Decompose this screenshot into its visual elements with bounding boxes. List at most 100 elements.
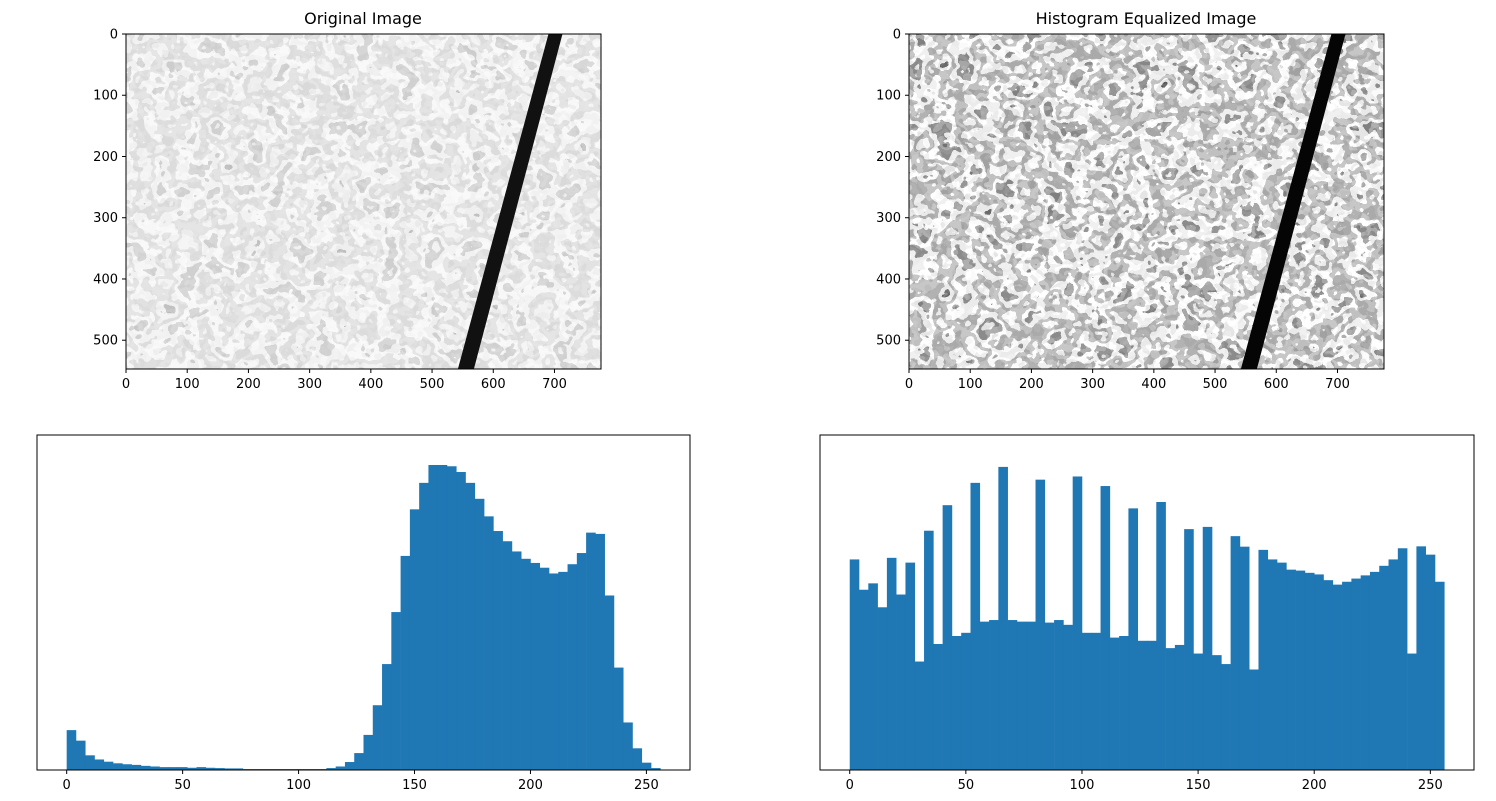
equalized-image-ytick-label: 300 bbox=[876, 211, 901, 226]
original-image-xtick-label: 500 bbox=[420, 377, 445, 392]
original-histogram-bar bbox=[530, 562, 541, 770]
equalized-histogram-xtick-label: 250 bbox=[1418, 778, 1443, 793]
equalized-histogram-bar bbox=[849, 559, 860, 770]
original-histogram-bar bbox=[400, 555, 411, 770]
original-image-xtick-label: 200 bbox=[236, 377, 261, 392]
equalized-image-ytick-label: 100 bbox=[876, 89, 901, 104]
equalized-histogram-bar bbox=[1072, 476, 1083, 770]
equalized-histogram-bar bbox=[998, 466, 1008, 770]
original-histogram-bar bbox=[372, 705, 383, 770]
original-histogram-bar bbox=[391, 612, 401, 770]
equalized-histogram-bar bbox=[1342, 581, 1352, 770]
equalized-histogram-bar bbox=[1026, 621, 1036, 770]
original-histogram-bar bbox=[437, 464, 448, 770]
original-histogram-bar bbox=[651, 768, 661, 770]
original-histogram-bar bbox=[511, 551, 522, 770]
equalized-histogram-bar bbox=[1119, 636, 1129, 770]
original-histogram-bar bbox=[409, 509, 420, 770]
original-image-xtick-label: 0 bbox=[122, 377, 130, 392]
equalized-image-frame bbox=[908, 33, 1385, 370]
original-histogram-bar bbox=[326, 768, 336, 770]
original-histogram-bar bbox=[75, 740, 86, 770]
equalized-histogram-bar bbox=[1397, 548, 1408, 770]
original-image-ytick-label: 300 bbox=[93, 211, 118, 226]
equalized-histogram-bar bbox=[1109, 637, 1120, 770]
original-histogram-xtick-label: 0 bbox=[63, 778, 71, 793]
original-histogram-bar bbox=[632, 748, 643, 770]
equalized-histogram-bar bbox=[1212, 655, 1222, 770]
equalized-image-xtick-label: 400 bbox=[1141, 377, 1166, 392]
original-histogram-bar bbox=[187, 767, 197, 770]
equalized-histogram-bar bbox=[1388, 559, 1399, 770]
original-image-texture bbox=[126, 34, 601, 369]
equalized-histogram-bar bbox=[1221, 664, 1231, 770]
equalized-image-plot: 0 100 200 300 400 500 600 700 0 100 200 300 400 500 bbox=[876, 28, 1385, 392]
original-histogram-bar bbox=[595, 533, 605, 770]
equalized-histogram-bar bbox=[1063, 624, 1073, 770]
equalized-image-xtick-label: 0 bbox=[905, 377, 913, 392]
equalized-histogram-bar bbox=[1369, 571, 1380, 770]
original-histogram-bar bbox=[94, 759, 105, 770]
original-histogram-xtick-label: 200 bbox=[518, 778, 543, 793]
original-image-xtick-label: 300 bbox=[297, 377, 322, 392]
equalized-image-ytick-label: 500 bbox=[876, 334, 901, 349]
original-histogram-bar bbox=[502, 541, 513, 770]
original-image-ytick-label: 0 bbox=[110, 28, 118, 43]
original-histogram-bar bbox=[122, 764, 132, 770]
equalized-histogram-bar bbox=[1016, 621, 1027, 770]
equalized-histogram-bar bbox=[1434, 581, 1445, 770]
original-histogram-bar bbox=[113, 763, 123, 770]
equalized-histogram-bar bbox=[868, 583, 878, 770]
equalized-image-stripe bbox=[1240, 34, 1346, 369]
original-histogram-bar bbox=[159, 767, 170, 770]
original-histogram-bar bbox=[177, 767, 188, 770]
equalized-histogram-bar bbox=[905, 562, 916, 770]
original-histogram-xtick-label: 50 bbox=[174, 778, 191, 793]
original-histogram-bar bbox=[344, 762, 355, 770]
equalized-histogram-bar bbox=[1407, 653, 1417, 770]
equalized-histogram-bar bbox=[1193, 653, 1204, 770]
original-image-frame bbox=[125, 33, 602, 370]
original-histogram-bar bbox=[150, 766, 160, 770]
equalized-histogram-bar bbox=[942, 505, 953, 770]
equalized-histogram-bar bbox=[886, 557, 897, 770]
equalized-histogram-frame bbox=[819, 434, 1475, 771]
equalized-image-texture bbox=[909, 34, 1384, 369]
original-image-pixels bbox=[126, 34, 601, 369]
equalized-histogram-bar bbox=[1156, 502, 1166, 770]
original-image-xtick-label: 700 bbox=[542, 377, 567, 392]
equalized-histogram-xtick-label: 150 bbox=[1186, 778, 1211, 793]
original-histogram-bar bbox=[465, 482, 476, 770]
original-histogram-bar bbox=[613, 667, 624, 770]
original-image-ytick-label: 100 bbox=[93, 89, 118, 104]
original-histogram-bar bbox=[66, 730, 77, 770]
original-histogram-xtick-label: 250 bbox=[634, 778, 659, 793]
original-histogram-bar bbox=[382, 664, 392, 770]
equalized-histogram-bar bbox=[1425, 554, 1436, 770]
equalized-histogram-bar bbox=[1137, 640, 1148, 770]
original-histogram-bar bbox=[419, 482, 429, 770]
equalized-histogram-xtick-label: 50 bbox=[958, 778, 975, 793]
equalized-histogram-bar bbox=[1304, 572, 1315, 770]
equalized-histogram-bar bbox=[1416, 546, 1426, 770]
equalized-histogram-bar bbox=[1184, 529, 1194, 770]
original-image-ytick-label: 500 bbox=[93, 334, 118, 349]
equalized-histogram-bar bbox=[1286, 569, 1296, 770]
original-image-xtick-label: 600 bbox=[481, 377, 506, 392]
equalized-histogram-bar bbox=[1351, 578, 1361, 770]
equalized-histogram-bar bbox=[1258, 549, 1269, 770]
original-histogram-frame bbox=[36, 434, 691, 771]
original-histogram-bar bbox=[85, 755, 95, 770]
equalized-histogram-bar bbox=[1230, 536, 1241, 770]
equalized-histogram-bar bbox=[1379, 565, 1389, 770]
equalized-histogram-bar bbox=[1147, 640, 1157, 770]
original-image-ytick-label: 400 bbox=[93, 272, 118, 287]
equalized-histogram-bar bbox=[961, 632, 971, 770]
original-histogram-bar bbox=[474, 498, 485, 770]
original-histogram-bar bbox=[428, 464, 439, 770]
original-image-plot: 0 100 200 300 400 500 600 700 0 100 200 300 400 500 bbox=[93, 28, 602, 392]
equalized-histogram-bar bbox=[1035, 479, 1046, 770]
equalized-image-title: Histogram Equalized Image bbox=[1036, 9, 1257, 28]
original-image-xtick-label: 100 bbox=[175, 377, 200, 392]
